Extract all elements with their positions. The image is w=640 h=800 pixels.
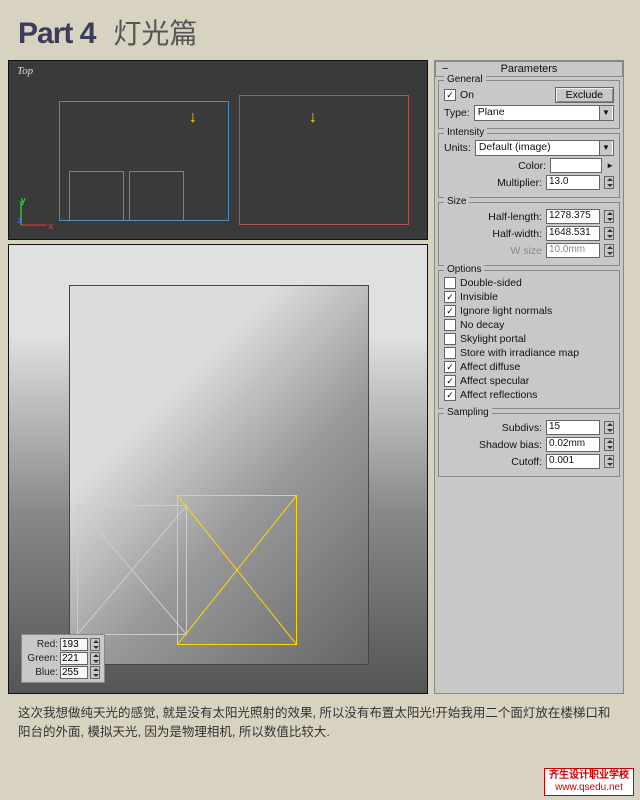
group-intensity-title: Intensity — [444, 127, 487, 138]
cutoff-input[interactable]: 0.001 — [546, 454, 600, 469]
group-intensity: Intensity Units: Default (image) Color: … — [438, 133, 620, 198]
half-length-input[interactable]: 1278.375 — [546, 209, 600, 224]
green-label: Green: — [26, 653, 58, 664]
watermark-url: www.qsedu.net — [555, 782, 623, 793]
units-dropdown[interactable]: Default (image) — [475, 140, 614, 156]
multiplier-spinner[interactable] — [604, 176, 614, 189]
half-width-label: Half-width: — [444, 228, 542, 240]
half-width-input[interactable]: 1648.531 — [546, 226, 600, 241]
perspective-wires — [9, 245, 427, 693]
option-checkbox-5[interactable] — [444, 347, 456, 359]
subdivs-label: Subdivs: — [444, 422, 542, 434]
part-subtitle: 灯光篇 — [113, 12, 197, 52]
group-sampling: Sampling Subdivs:15 Shadow bias:0.02mm C… — [438, 413, 620, 477]
option-label-7: Affect specular — [460, 375, 529, 387]
group-options: Options Double-sidedInvisibleIgnore ligh… — [438, 270, 620, 409]
perspective-render — [9, 245, 427, 693]
cutoff-spinner[interactable] — [604, 455, 614, 468]
watermark-title: 齐生设计职业学校 — [549, 770, 629, 781]
option-checkbox-0[interactable] — [444, 277, 456, 289]
option-checkbox-3[interactable] — [444, 319, 456, 331]
exclude-button[interactable]: Exclude — [555, 87, 614, 103]
option-checkbox-4[interactable] — [444, 333, 456, 345]
shadow-bias-input[interactable]: 0.02mm — [546, 437, 600, 452]
group-general: General On Exclude Type: Plane — [438, 80, 620, 129]
option-label-5: Store with irradiance map — [460, 347, 579, 359]
green-spinner[interactable] — [90, 652, 100, 665]
group-options-title: Options — [444, 264, 484, 275]
half-length-spinner[interactable] — [604, 210, 614, 223]
option-label-1: Invisible — [460, 291, 498, 303]
option-checkbox-1[interactable] — [444, 291, 456, 303]
color-expand-icon[interactable]: ► — [606, 161, 614, 170]
type-dropdown[interactable]: Plane — [474, 105, 614, 121]
option-label-0: Double-sided — [460, 277, 522, 289]
green-input[interactable] — [60, 652, 88, 665]
blue-spinner[interactable] — [90, 666, 100, 679]
viewport-top[interactable]: Top ↓ ↓ xyz — [8, 60, 428, 240]
half-width-spinner[interactable] — [604, 227, 614, 240]
group-sampling-title: Sampling — [444, 407, 492, 418]
subdivs-spinner[interactable] — [604, 421, 614, 434]
group-general-title: General — [444, 74, 486, 85]
shadow-bias-spinner[interactable] — [604, 438, 614, 451]
red-spinner[interactable] — [90, 638, 100, 651]
multiplier-label: Multiplier: — [444, 177, 542, 189]
color-swatch[interactable] — [550, 158, 602, 173]
blue-input[interactable] — [60, 666, 88, 679]
option-label-3: No decay — [460, 319, 504, 331]
cutoff-label: Cutoff: — [444, 456, 542, 468]
option-checkbox-8[interactable] — [444, 389, 456, 401]
watermark: 齐生设计职业学校 www.qsedu.net — [544, 768, 634, 796]
half-length-label: Half-length: — [444, 211, 542, 223]
viewport-stack: Top ↓ ↓ xyz Perspective — [8, 60, 428, 694]
option-checkbox-6[interactable] — [444, 361, 456, 373]
units-label: Units: — [444, 142, 471, 154]
on-label: On — [460, 89, 474, 101]
group-size: Size Half-length:1278.375 Half-width:164… — [438, 202, 620, 266]
group-size-title: Size — [444, 196, 469, 207]
option-checkbox-7[interactable] — [444, 375, 456, 387]
axis-gizmo: xyz — [17, 195, 53, 231]
w-size-label: W size — [444, 245, 542, 257]
w-size-input: 10.0mm — [546, 243, 600, 258]
main-area: Top ↓ ↓ xyz Perspective — [0, 60, 640, 694]
parameters-panel: Parameters General On Exclude Type: Plan… — [434, 60, 624, 694]
color-label: Color: — [444, 160, 546, 172]
red-input[interactable] — [60, 638, 88, 651]
option-checkbox-2[interactable] — [444, 305, 456, 317]
option-label-2: Ignore light normals — [460, 305, 552, 317]
multiplier-input[interactable]: 13.0 — [546, 175, 600, 190]
top-wireframe: ↓ ↓ — [9, 61, 427, 239]
option-label-8: Affect reflections — [460, 389, 537, 401]
blue-label: Blue: — [26, 667, 58, 678]
footer-text: 这次我想做纯天光的感觉, 就是没有太阳光照射的效果, 所以没有布置太阳光!开始我… — [0, 694, 640, 742]
page-header: Part 4 灯光篇 — [0, 0, 640, 60]
viewport-perspective[interactable]: Perspective Red: Green: Blue: — [8, 244, 428, 694]
on-checkbox[interactable] — [444, 89, 456, 101]
rgb-readout: Red: Green: Blue: — [21, 634, 105, 683]
type-label: Type: — [444, 107, 470, 119]
part-number: Part 4 — [18, 17, 95, 51]
shadow-bias-label: Shadow bias: — [444, 439, 542, 451]
red-label: Red: — [26, 639, 58, 650]
option-label-6: Affect diffuse — [460, 361, 520, 373]
option-label-4: Skylight portal — [460, 333, 526, 345]
w-size-spinner — [604, 244, 614, 257]
subdivs-input[interactable]: 15 — [546, 420, 600, 435]
